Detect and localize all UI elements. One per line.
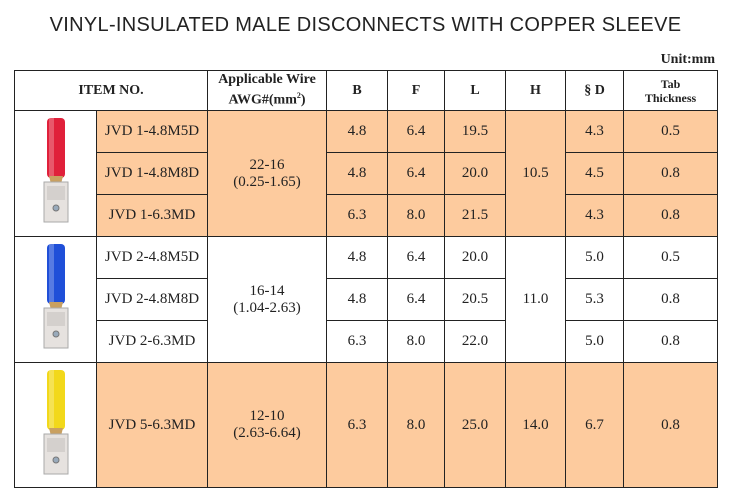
value-tab-thickness: 0.8 [623, 194, 718, 237]
value-l: 20.0 [444, 152, 506, 195]
terminal-image-cell [14, 110, 97, 237]
value-f: 6.4 [387, 236, 445, 279]
value-h: 10.5 [505, 110, 566, 237]
header-wire-close: ) [300, 92, 306, 108]
table-row: JVD 1-6.3MD 6.3 8.0 21.5 4.3 0.8 [15, 194, 718, 237]
item-no: JVD 1-6.3MD [96, 194, 208, 237]
wire-mm2: (1.04-2.63) [233, 299, 301, 316]
value-f: 6.4 [387, 110, 445, 153]
value-b: 6.3 [326, 362, 388, 488]
wire-awg: 12-10 [249, 408, 285, 424]
wire-awg: 16-14 [249, 282, 285, 299]
item-no: JVD 2-6.3MD [96, 320, 208, 363]
value-tab-thickness: 0.8 [623, 152, 718, 195]
item-no: JVD 5-6.3MD [96, 362, 208, 488]
value-tab-thickness: 0.8 [623, 278, 718, 321]
header-h: H [505, 70, 566, 111]
value-l: 25.0 [444, 362, 506, 488]
value-d: 5.0 [565, 236, 624, 279]
header-tab-line1: Tab [660, 76, 681, 91]
header-l: L [444, 70, 506, 111]
value-b: 4.8 [326, 110, 388, 153]
value-tab-thickness: 0.8 [623, 362, 718, 488]
table-row: JVD 1-4.8M5D 22-16 (0.25-1.65) 4.8 6.4 19.5 10… [14, 110, 718, 237]
header-item-no: ITEM NO. [14, 70, 208, 111]
value-f: 6.4 [387, 278, 445, 321]
value-b: 6.3 [326, 320, 388, 363]
value-d: 6.7 [565, 362, 624, 488]
value-f: 8.0 [387, 362, 445, 488]
header-d: § D [565, 70, 624, 111]
applicable-wire: 22-16 (0.25-1.65) [207, 110, 327, 237]
value-d: 4.3 [565, 194, 624, 237]
value-f: 8.0 [387, 194, 445, 237]
applicable-wire: 16-14 (1.04-2.63) [207, 236, 327, 363]
header-row: ITEM NO. Applicable Wire AWG#(mm2) B F L … [14, 70, 718, 111]
value-l: 20.0 [444, 236, 506, 279]
page-title: VINYL-INSULATED MALE DISCONNECTS WITH CO… [49, 14, 682, 36]
unit-label: Unit:mm [660, 52, 715, 67]
item-no: JVD 2-4.8M5D [96, 236, 208, 279]
header-b: B [326, 70, 388, 111]
header-applicable-wire: Applicable Wire AWG#(mm2) [207, 70, 327, 111]
value-f: 8.0 [387, 320, 445, 363]
wire-awg: 22-16 [249, 156, 285, 173]
terminal-image-cell [14, 236, 97, 363]
value-d: 5.3 [565, 278, 624, 321]
item-no: JVD 1-4.8M8D [96, 152, 208, 195]
wire-mm2: (0.25-1.65) [233, 173, 301, 190]
spec-table: ITEM NO. Applicable Wire AWG#(mm2) B F L … [14, 70, 718, 488]
header-tab-thickness: Tab Thickness [623, 70, 718, 111]
value-l: 21.5 [444, 194, 506, 237]
value-tab-thickness: 0.5 [623, 110, 718, 153]
value-l: 22.0 [444, 320, 506, 363]
applicable-wire: 12-10 (2.63-6.64) [207, 362, 327, 488]
item-no: JVD 2-4.8M8D [96, 278, 208, 321]
table-row: JVD 2-4.8M8D 4.8 6.4 20.5 5.3 0.8 [15, 278, 718, 321]
value-h: 14.0 [505, 362, 566, 488]
table-row: JVD 5-6.3MD 12-10 (2.63-6.64) 6.3 8.0 25.0 14.… [14, 362, 718, 488]
table-row: JVD 2-6.3MD 6.3 8.0 22.0 5.0 0.8 [15, 320, 718, 363]
value-b: 6.3 [326, 194, 388, 237]
header-f: F [387, 70, 445, 111]
item-no: JVD 1-4.8M5D [96, 110, 208, 153]
header-wire-line2: AWG#(mm [228, 92, 297, 108]
value-l: 20.5 [444, 278, 506, 321]
value-d: 4.5 [565, 152, 624, 195]
terminal-image-cell [14, 362, 97, 488]
value-f: 6.4 [387, 152, 445, 195]
terminal-image [43, 244, 68, 349]
value-d: 4.3 [565, 110, 624, 153]
table-row: JVD 2-4.8M5D 16-14 (1.04-2.63) 4.8 6.4 20.0 11… [14, 236, 718, 363]
value-b: 4.8 [326, 278, 388, 321]
wire-mm2: (2.63-6.64) [233, 425, 301, 441]
value-b: 4.8 [326, 152, 388, 195]
header-wire-line1: Applicable Wire [218, 72, 316, 88]
terminal-image [43, 369, 68, 474]
value-b: 4.8 [326, 236, 388, 279]
value-tab-thickness: 0.8 [623, 320, 718, 363]
value-tab-thickness: 0.5 [623, 236, 718, 279]
header-wire-sup: 2 [296, 91, 301, 101]
terminal-image [43, 118, 68, 223]
value-l: 19.5 [444, 110, 506, 153]
table-row: JVD 1-4.8M8D 4.8 6.4 20.0 4.5 0.8 [15, 152, 718, 195]
header-tab-line2: Thickness [644, 90, 697, 105]
value-d: 5.0 [565, 320, 624, 363]
value-h: 11.0 [505, 236, 566, 363]
